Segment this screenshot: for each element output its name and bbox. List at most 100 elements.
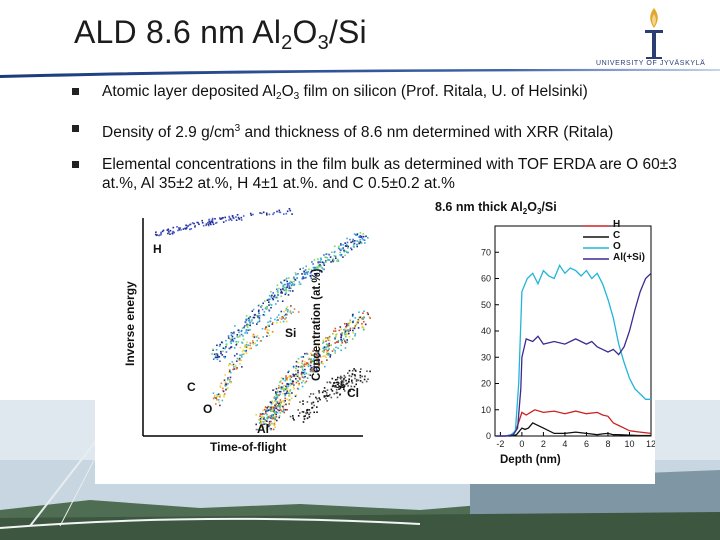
erda-event-dot bbox=[299, 268, 301, 270]
erda-event-dot bbox=[281, 292, 283, 294]
erda-event-dot bbox=[285, 290, 288, 292]
erda-event-dot bbox=[346, 339, 348, 341]
erda-event-dot bbox=[210, 223, 212, 226]
erda-event-dot bbox=[289, 309, 292, 312]
erda-event-dot bbox=[295, 370, 297, 372]
erda-event-dot bbox=[319, 264, 321, 266]
erda-event-dot bbox=[292, 277, 295, 280]
erda-event-dot bbox=[275, 303, 277, 305]
erda-event-dot bbox=[224, 393, 226, 395]
erda-event-dot bbox=[302, 421, 305, 423]
erda-event-dot bbox=[258, 320, 261, 323]
erda-event-dot bbox=[293, 387, 295, 390]
erda-event-dot bbox=[277, 405, 279, 408]
erda-event-dot bbox=[301, 411, 304, 413]
erda-event-dot bbox=[215, 222, 217, 224]
erda-event-dot bbox=[367, 378, 369, 380]
erda-event-dot bbox=[334, 255, 337, 258]
erda-event-dot bbox=[249, 342, 252, 345]
erda-event-dot bbox=[310, 354, 313, 356]
bullet-list: Atomic layer deposited Al2O3 film on sil… bbox=[72, 82, 702, 206]
erda-event-dot bbox=[328, 342, 330, 345]
erda-event-dot bbox=[326, 257, 329, 259]
erda-event-dot bbox=[266, 329, 268, 331]
erda-event-dot bbox=[352, 239, 354, 242]
erda-event-dot bbox=[262, 211, 265, 214]
erda-event-dot bbox=[296, 375, 299, 377]
erda-event-dot bbox=[355, 234, 357, 236]
erda-event-dot bbox=[357, 320, 359, 322]
erda-event-dot bbox=[343, 374, 346, 377]
erda-event-dot bbox=[228, 215, 230, 218]
erda-event-dot bbox=[233, 332, 235, 335]
erda-event-dot bbox=[331, 259, 334, 261]
erda-event-dot bbox=[328, 339, 331, 342]
erda-event-dot bbox=[265, 326, 267, 328]
erda-event-dot bbox=[233, 217, 235, 220]
erda-event-dot bbox=[216, 354, 219, 357]
erda-event-dot bbox=[286, 284, 289, 287]
erda-event-dot bbox=[302, 400, 304, 402]
erda-event-dot bbox=[278, 409, 280, 412]
erda-event-dot bbox=[298, 283, 301, 286]
erda-event-dot bbox=[292, 386, 295, 388]
erda-event-dot bbox=[253, 336, 256, 339]
erda-event-dot bbox=[276, 288, 278, 291]
erda-event-dot bbox=[326, 359, 328, 361]
erda-event-dot bbox=[212, 221, 214, 224]
erda-event-dot bbox=[167, 232, 169, 235]
erda-event-dot bbox=[280, 401, 283, 404]
erda-event-dot bbox=[313, 404, 315, 407]
erda-event-dot bbox=[244, 350, 246, 352]
erda-event-dot bbox=[358, 242, 360, 245]
erda-event-dot bbox=[351, 380, 353, 383]
erda-event-dot bbox=[273, 423, 276, 425]
x-tick-label: 4 bbox=[562, 439, 567, 449]
erda-event-dot bbox=[270, 417, 272, 419]
erda-event-dot bbox=[358, 236, 361, 239]
erda-event-dot bbox=[294, 278, 297, 281]
erda-event-dot bbox=[245, 315, 248, 317]
erda-event-dot bbox=[341, 380, 343, 382]
erda-event-dot bbox=[351, 240, 354, 243]
erda-event-dot bbox=[292, 417, 294, 419]
erda-event-dot bbox=[354, 374, 356, 376]
erda-event-dot bbox=[257, 315, 259, 317]
erda-event-dot bbox=[354, 333, 357, 335]
erda-event-dot bbox=[279, 401, 281, 404]
erda-event-dot bbox=[325, 260, 327, 262]
erda-event-dot bbox=[345, 325, 347, 328]
erda-event-dot bbox=[311, 261, 313, 263]
erda-event-dot bbox=[172, 226, 175, 229]
erda-event-dot bbox=[354, 377, 356, 380]
erda-event-dot bbox=[197, 221, 199, 224]
erda-event-dot bbox=[295, 375, 297, 377]
erda-event-dot bbox=[268, 420, 271, 423]
erda-event-dot bbox=[362, 233, 365, 235]
erda-event-dot bbox=[267, 321, 269, 324]
erda-event-dot bbox=[347, 245, 349, 248]
erda-event-dot bbox=[270, 415, 272, 417]
erda-event-dot bbox=[301, 371, 303, 374]
erda-event-dot bbox=[301, 385, 304, 388]
erda-event-dot bbox=[212, 392, 215, 394]
erda-event-dot bbox=[196, 221, 198, 224]
erda-event-dot bbox=[236, 353, 238, 355]
erda-event-dot bbox=[257, 418, 260, 421]
erda-event-dot bbox=[282, 410, 284, 413]
erda-event-dot bbox=[261, 413, 263, 416]
erda-event-dot bbox=[347, 322, 350, 325]
erda-event-dot bbox=[261, 418, 264, 420]
erda-event-dot bbox=[307, 365, 310, 368]
y-tick-label: 60 bbox=[481, 274, 491, 284]
erda-ylabel: Inverse energy bbox=[123, 281, 137, 366]
erda-event-dot bbox=[260, 305, 263, 307]
erda-event-dot bbox=[256, 334, 259, 337]
erda-event-dot bbox=[346, 382, 348, 385]
erda-event-dot bbox=[232, 363, 235, 366]
erda-event-dot bbox=[239, 354, 241, 356]
erda-event-dot bbox=[297, 273, 299, 275]
erda-event-dot bbox=[272, 417, 275, 420]
erda-event-dot bbox=[289, 415, 292, 418]
erda-event-dot bbox=[349, 327, 352, 330]
